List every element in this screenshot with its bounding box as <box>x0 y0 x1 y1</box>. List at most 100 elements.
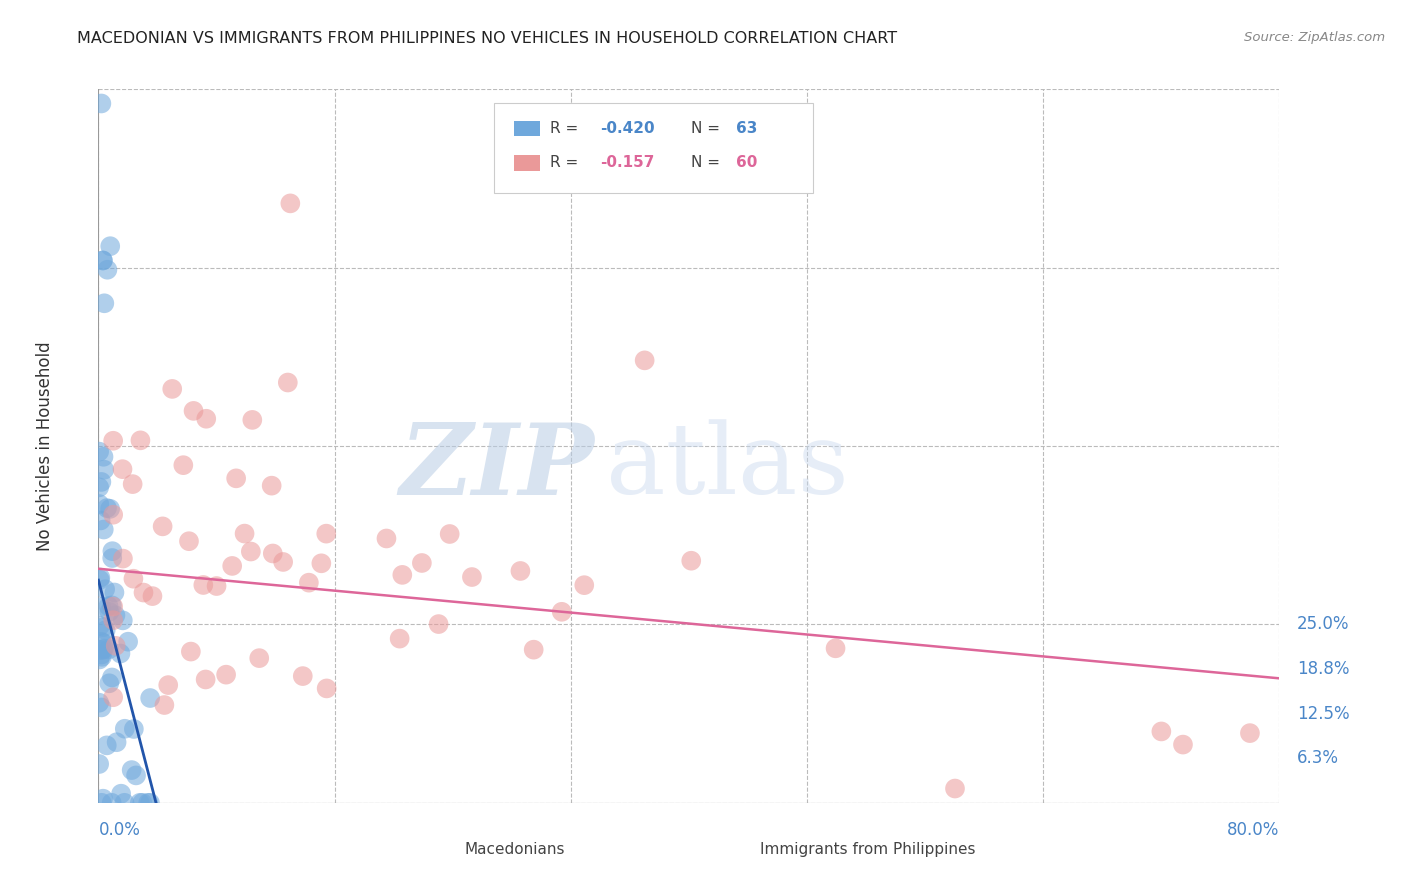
Point <box>574 578 596 592</box>
Text: N =: N = <box>692 121 720 136</box>
Point <box>103 690 125 705</box>
Point <box>225 471 247 485</box>
Point <box>122 572 145 586</box>
Point <box>98 642 121 657</box>
Point <box>89 757 111 772</box>
Text: R =: R = <box>550 155 578 170</box>
Text: 0.0%: 0.0% <box>98 821 141 838</box>
Point <box>91 642 114 657</box>
Point <box>1239 726 1261 740</box>
Circle shape <box>730 842 754 856</box>
Point <box>1150 724 1173 739</box>
Text: Immigrants from Philippines: Immigrants from Philippines <box>759 842 976 856</box>
Text: atlas: atlas <box>606 419 849 516</box>
Point <box>194 673 217 687</box>
Text: No Vehicles in Household: No Vehicles in Household <box>37 341 55 551</box>
Text: 6.3%: 6.3% <box>1298 749 1339 767</box>
Text: ZIP: ZIP <box>399 419 595 516</box>
Point <box>103 599 125 614</box>
Point <box>98 239 121 253</box>
Point <box>221 558 243 573</box>
FancyBboxPatch shape <box>515 120 540 136</box>
Point <box>277 376 299 390</box>
Point <box>98 501 121 516</box>
Point <box>101 551 124 566</box>
Point <box>139 691 162 706</box>
Point <box>93 463 115 477</box>
Point <box>101 599 124 613</box>
Point <box>239 544 262 558</box>
Point <box>93 620 115 634</box>
FancyBboxPatch shape <box>515 155 540 170</box>
Point <box>311 557 333 571</box>
Point <box>103 613 125 627</box>
Point <box>427 617 450 632</box>
Point <box>90 634 112 648</box>
Point <box>509 564 531 578</box>
Point <box>260 478 283 492</box>
Point <box>93 641 115 656</box>
Point <box>104 608 127 623</box>
Point <box>97 599 120 613</box>
Point <box>89 480 111 494</box>
Point <box>96 739 118 753</box>
Point <box>157 678 180 692</box>
Point <box>89 497 111 511</box>
Point <box>90 648 112 662</box>
Point <box>105 735 128 749</box>
Point <box>681 554 703 568</box>
Point <box>100 796 122 810</box>
Point <box>89 643 111 657</box>
Text: Macedonians: Macedonians <box>464 842 565 856</box>
Point <box>315 526 337 541</box>
Point <box>111 462 134 476</box>
Point <box>523 642 546 657</box>
Point <box>98 676 121 690</box>
Point <box>89 619 111 633</box>
Point <box>172 458 194 472</box>
Point <box>141 589 163 603</box>
Point <box>152 519 174 533</box>
Text: 80.0%: 80.0% <box>1227 821 1279 838</box>
Point <box>103 508 125 522</box>
Point <box>131 796 153 810</box>
Point <box>262 546 284 560</box>
Point <box>103 585 125 599</box>
Point <box>177 534 200 549</box>
Circle shape <box>434 842 458 856</box>
Point <box>180 644 202 658</box>
Text: -0.420: -0.420 <box>600 121 655 136</box>
Point <box>121 477 143 491</box>
Point <box>291 669 314 683</box>
Point <box>375 532 398 546</box>
Point <box>129 434 152 448</box>
Point <box>136 796 159 810</box>
FancyBboxPatch shape <box>494 103 813 193</box>
Point <box>183 404 205 418</box>
Point <box>94 582 117 597</box>
Point <box>298 575 321 590</box>
Point <box>122 722 145 736</box>
Point <box>943 781 966 796</box>
Point <box>114 796 136 810</box>
Point <box>125 768 148 782</box>
Point <box>110 647 132 661</box>
Point <box>90 796 112 810</box>
Point <box>90 96 112 111</box>
Point <box>101 670 124 684</box>
Text: -0.157: -0.157 <box>600 155 655 170</box>
Point <box>96 262 118 277</box>
Point <box>89 696 111 710</box>
Point <box>205 579 228 593</box>
Point <box>110 787 132 801</box>
Point <box>461 570 484 584</box>
Point <box>121 763 143 777</box>
Text: N =: N = <box>692 155 720 170</box>
Point <box>132 585 155 599</box>
Point <box>91 253 114 268</box>
Point <box>391 567 413 582</box>
Text: 18.8%: 18.8% <box>1298 660 1350 678</box>
Point <box>90 513 112 527</box>
Point <box>193 578 215 592</box>
Point <box>90 700 112 714</box>
